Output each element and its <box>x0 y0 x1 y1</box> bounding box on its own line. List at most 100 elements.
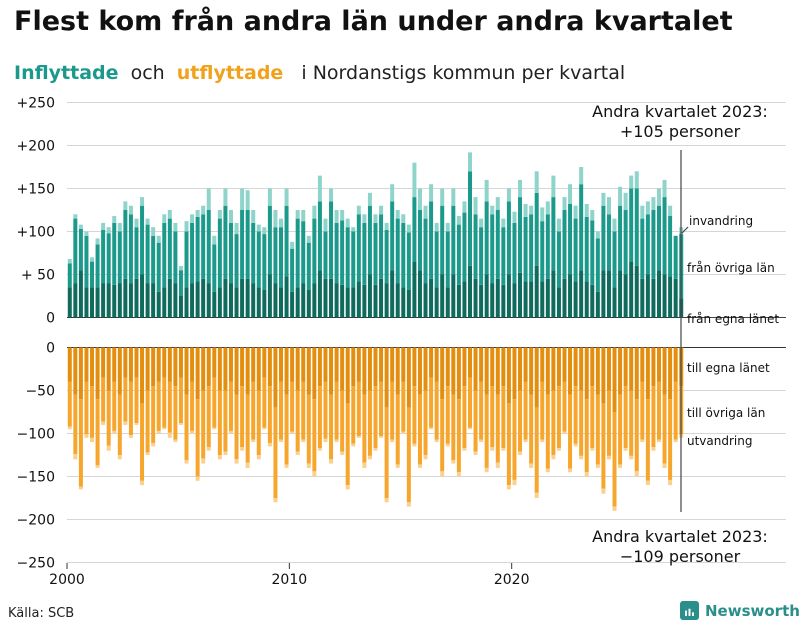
bar-out-other <box>668 399 673 480</box>
bar-out-other <box>562 381 567 432</box>
bar-in-foreign <box>662 179 667 198</box>
bar-in-foreign <box>523 203 528 217</box>
bar-out-foreign <box>351 443 356 447</box>
bar-in-own <box>618 270 623 318</box>
bar-in-own <box>184 287 189 318</box>
bar-out-other <box>423 390 428 455</box>
bar-out-other <box>379 381 384 437</box>
bar-out-other <box>367 390 372 456</box>
y-tick-label: +250 <box>17 96 55 112</box>
bar-out-own <box>451 347 456 395</box>
bar-in-other <box>473 214 478 279</box>
bar-out-other <box>134 377 139 424</box>
bar-out-own <box>401 347 406 382</box>
bar-out-other <box>529 394 534 464</box>
bar-in-foreign <box>262 227 267 235</box>
bar-in-foreign <box>362 214 367 223</box>
bar-out-own <box>445 347 450 387</box>
bar-out-own <box>634 347 639 400</box>
legend-label-fran-ovriga-lan: från övriga län <box>687 261 775 275</box>
newsworthy-logo-icon <box>680 601 699 620</box>
bar-out-own <box>668 347 673 400</box>
bar-out-own <box>317 347 322 387</box>
subtitle-in-word: Inflyttade <box>14 62 119 84</box>
bar-out-foreign <box>190 430 195 434</box>
bar-out-own <box>251 347 256 382</box>
bar-out-own <box>95 347 100 400</box>
bar-in-own <box>451 274 456 318</box>
bar-in-own <box>395 283 400 318</box>
bar-out-own <box>612 347 617 412</box>
bar-in-foreign <box>656 188 661 206</box>
bar-in-foreign <box>206 188 211 210</box>
bar-in-foreign <box>356 205 361 215</box>
bar-out-own <box>462 347 467 387</box>
bar-out-own <box>290 347 295 382</box>
bar-out-own <box>223 347 228 391</box>
bar-in-own <box>78 270 83 318</box>
bar-in-other <box>67 263 72 288</box>
legend-label-till-ovriga-lan: till övriga län <box>687 406 765 420</box>
bar-out-foreign <box>95 465 100 468</box>
bar-in-other <box>151 235 156 284</box>
bar-out-other <box>273 407 278 498</box>
bar-in-foreign <box>595 231 600 239</box>
bar-in-other <box>206 210 211 284</box>
bar-out-own <box>67 347 72 382</box>
bar-in-own <box>406 289 411 318</box>
bar-out-other <box>412 386 417 444</box>
bar-in-foreign <box>367 192 372 206</box>
bottom-annotation-line1: Andra kvartalet 2023: <box>592 527 768 546</box>
bar-in-other <box>195 216 200 282</box>
bar-in-other <box>140 205 145 275</box>
bar-in-other <box>618 205 623 271</box>
bar-out-other <box>128 381 133 436</box>
bar-in-foreign <box>117 222 122 232</box>
bar-out-foreign <box>417 464 422 468</box>
bar-out-own <box>534 347 539 408</box>
bar-in-foreign <box>479 218 484 228</box>
bar-in-own <box>151 283 156 318</box>
bar-out-foreign <box>601 488 606 494</box>
bar-out-own <box>379 347 384 382</box>
bar-out-own <box>217 347 222 391</box>
bar-in-own <box>645 274 650 318</box>
bar-out-other <box>256 390 261 455</box>
bar-in-other <box>568 203 573 275</box>
subtitle-rest: i Nordanstigs kommun per kvartal <box>301 62 626 84</box>
bar-out-foreign <box>90 437 95 443</box>
bar-out-other <box>545 394 550 469</box>
bar-in-own <box>640 278 645 318</box>
bar-in-foreign <box>323 218 328 232</box>
bar-out-own <box>390 347 395 382</box>
bar-in-own <box>201 278 206 318</box>
bar-out-foreign <box>573 443 578 447</box>
bar-out-foreign <box>634 471 639 477</box>
bar-in-foreign <box>173 222 178 232</box>
bar-out-own <box>501 347 506 387</box>
bar-out-own <box>162 347 167 378</box>
bar-out-foreign <box>523 439 528 443</box>
bar-out-other <box>573 386 578 444</box>
bar-in-foreign <box>90 257 95 262</box>
bar-in-foreign <box>484 179 489 202</box>
bar-in-other <box>117 231 122 284</box>
bar-out-foreign <box>512 479 517 486</box>
bar-out-foreign <box>484 467 489 473</box>
bar-out-other <box>162 377 167 428</box>
bar-in-other <box>334 222 339 284</box>
bar-in-own <box>556 287 561 318</box>
bar-in-own <box>412 261 417 318</box>
bar-out-own <box>323 347 328 382</box>
bar-in-own <box>479 284 484 318</box>
bar-out-other <box>595 394 600 465</box>
bar-in-other <box>512 222 517 284</box>
bar-out-foreign <box>273 498 278 503</box>
bar-in-other <box>623 210 628 275</box>
source-note: Källa: SCB <box>8 606 75 621</box>
bar-in-foreign <box>228 210 233 223</box>
bar-out-other <box>95 399 100 466</box>
bar-in-foreign <box>301 210 306 222</box>
bar-in-own <box>629 261 634 318</box>
bar-out-own <box>228 347 233 382</box>
